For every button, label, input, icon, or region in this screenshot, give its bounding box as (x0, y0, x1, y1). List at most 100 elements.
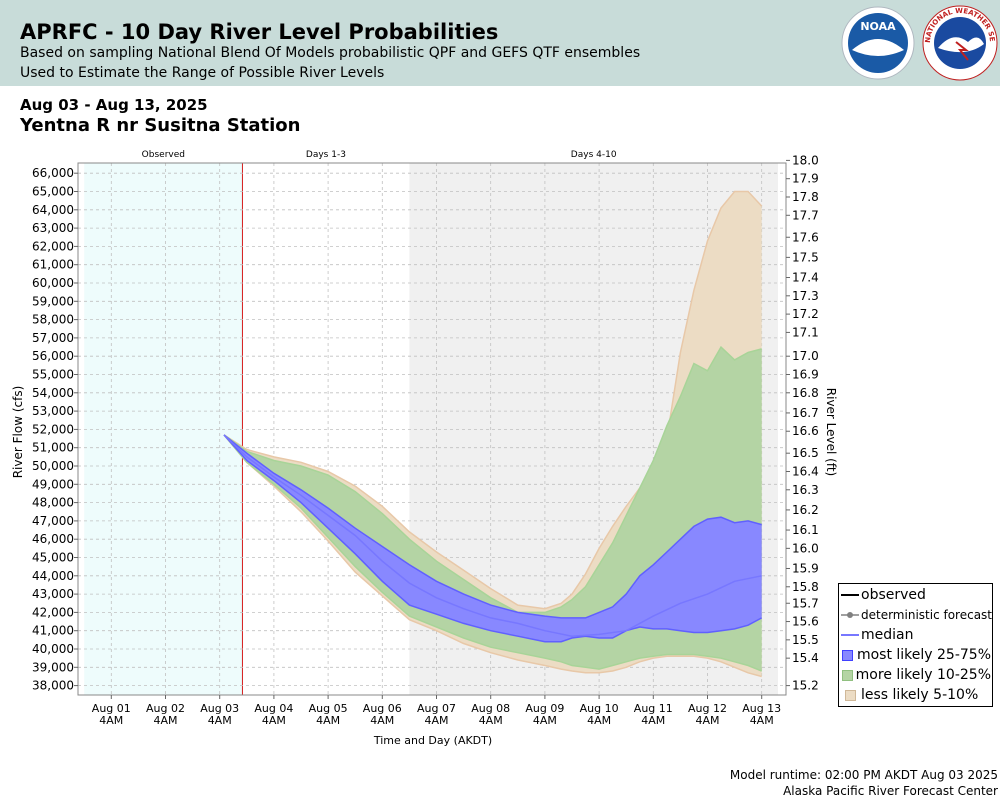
legend-item-4: more likely 10-25% (841, 666, 991, 684)
x-tick-label-3: Aug 04 (254, 702, 293, 715)
x-tick-label-0: Aug 01 (92, 702, 131, 715)
x-tick-label-9: Aug 10 (580, 702, 619, 715)
x-tick-sublabel-0: 4AM (99, 714, 123, 727)
legend-item-1: deterministic forecast (841, 606, 992, 624)
y-tick-label-1: 39,000 (32, 660, 74, 674)
y-tick-label-4: 42,000 (32, 605, 74, 619)
legend-symbol-square (841, 668, 854, 682)
y-right-tick-label-3: 15.6 (792, 615, 819, 629)
noaa-logo-text: NOAA (860, 20, 896, 33)
y-right-tick-label-17: 17.0 (792, 349, 819, 363)
y-right-tick-label-11: 16.4 (792, 464, 819, 478)
y-tick-label-10: 48,000 (32, 496, 74, 510)
y-right-tick-label-1: 15.4 (792, 651, 819, 665)
noaa-logo: NOAA (841, 6, 915, 80)
legend-symbol-line (841, 588, 859, 602)
y-right-tick-label-2: 15.5 (792, 633, 819, 647)
x-tick-sublabel-7: 4AM (479, 714, 503, 727)
x-tick-sublabel-6: 4AM (424, 714, 448, 727)
legend-symbol-dot-line (841, 608, 859, 622)
band-more-likely-10-25-upper-edge (223, 345, 762, 614)
y-tick-label-13: 51,000 (32, 441, 74, 455)
y-right-tick-label-14: 16.7 (792, 406, 819, 420)
y-right-tick-label-19: 17.2 (792, 307, 819, 321)
y-axis-label-right: River Level (ft) (824, 388, 838, 476)
chart-lines (223, 434, 762, 637)
x-tick-sublabel-11: 4AM (695, 714, 719, 727)
legend-label-0: observed (861, 587, 926, 603)
x-tick-label-7: Aug 08 (471, 702, 510, 715)
page-subtitle-1: Based on sampling National Blend Of Mode… (20, 45, 641, 61)
band-more-likely-10-25 (224, 347, 762, 671)
y-tick-label-11: 49,000 (32, 477, 74, 491)
y-tick-label-17: 55,000 (32, 368, 74, 382)
y-tick-label-7: 45,000 (32, 551, 74, 565)
station-name: Yentna R nr Susitna Station (20, 115, 301, 136)
legend-item-0: observed (841, 586, 991, 604)
x-tick-label-8: Aug 09 (525, 702, 564, 715)
legend-item-5: less likely 5-10% (841, 686, 991, 704)
chart-axes: 38,000 39,000 40,000 41,000 42,000 43,000 44,0… (32, 153, 819, 727)
forecast-center: Alaska Pacific River Forecast Center (783, 784, 998, 798)
x-tick-label-6: Aug 07 (417, 702, 456, 715)
band-less-likely-5-10-lower-edge (223, 434, 762, 678)
legend-label-4: more likely 10-25% (855, 667, 991, 683)
x-tick-label-11: Aug 12 (688, 702, 727, 715)
y-right-tick-label-6: 15.9 (792, 561, 819, 575)
y-right-tick-label-27: 18.0 (792, 153, 819, 167)
y-right-tick-label-0: 15.2 (792, 679, 819, 693)
y-tick-label-16: 54,000 (32, 386, 74, 400)
probability-bands (223, 190, 763, 678)
band-less-likely-5-10-upper-edge (223, 190, 763, 610)
y-tick-label-25: 63,000 (32, 221, 74, 235)
y-tick-label-23: 61,000 (32, 258, 74, 272)
x-tick-sublabel-9: 4AM (587, 714, 611, 727)
page-title: APRFC - 10 Day River Level Probabilities (20, 20, 499, 44)
page-subtitle-2: Used to Estimate the Range of Possible R… (20, 65, 385, 81)
y-tick-label-15: 53,000 (32, 404, 74, 418)
y-tick-label-20: 58,000 (32, 313, 74, 327)
y-tick-label-12: 50,000 (32, 459, 74, 473)
y-tick-label-8: 46,000 (32, 532, 74, 546)
x-tick-label-4: Aug 05 (309, 702, 348, 715)
y-right-tick-label-5: 15.8 (792, 580, 819, 594)
y-tick-label-0: 38,000 (32, 679, 74, 693)
y-right-tick-label-7: 16.0 (792, 541, 819, 555)
y-right-tick-label-22: 17.5 (792, 250, 819, 264)
y-tick-label-3: 41,000 (32, 624, 74, 638)
legend-symbol-line (841, 628, 859, 642)
y-tick-label-27: 65,000 (32, 185, 74, 199)
legend-symbol-square (841, 648, 855, 662)
band-most-likely-25-75 (224, 434, 762, 642)
legend-item-2: median (841, 626, 991, 644)
legend-label-2: median (861, 627, 914, 643)
x-tick-sublabel-8: 4AM (533, 714, 557, 727)
y-right-tick-label-8: 16.1 (792, 523, 819, 537)
y-right-tick-label-23: 17.6 (792, 230, 819, 244)
model-runtime: Model runtime: 02:00 PM AKDT Aug 03 2025 (729, 768, 998, 782)
y-tick-label-28: 66,000 (32, 166, 74, 180)
y-right-tick-label-15: 16.8 (792, 386, 819, 400)
band-most-likely-25-75-lower-edge (223, 434, 763, 643)
y-tick-label-24: 62,000 (32, 239, 74, 253)
x-tick-sublabel-10: 4AM (641, 714, 665, 727)
x-tick-label-1: Aug 02 (146, 702, 185, 715)
region-label-0: Observed (142, 150, 185, 160)
y-axis-label: River Flow (cfs) (11, 386, 25, 479)
y-right-tick-label-18: 17.1 (792, 325, 819, 339)
x-tick-sublabel-4: 4AM (316, 714, 340, 727)
date-range: Aug 03 - Aug 13, 2025 (20, 96, 208, 114)
y-tick-label-6: 44,000 (32, 569, 74, 583)
x-tick-sublabel-12: 4AM (750, 714, 774, 727)
x-axis-label: Time and Day (AKDT) (373, 734, 492, 747)
legend-symbol-square (841, 688, 859, 702)
x-tick-sublabel-5: 4AM (370, 714, 394, 727)
y-right-tick-label-4: 15.7 (792, 596, 819, 610)
x-tick-sublabel-3: 4AM (262, 714, 286, 727)
x-tick-label-12: Aug 13 (742, 702, 781, 715)
y-right-tick-label-16: 16.9 (792, 368, 819, 382)
y-right-tick-label-25: 17.8 (792, 190, 819, 204)
x-tick-label-2: Aug 03 (200, 702, 239, 715)
header-banner: APRFC - 10 Day River Level Probabilities… (0, 0, 1000, 86)
y-right-tick-label-12: 16.5 (792, 446, 819, 460)
